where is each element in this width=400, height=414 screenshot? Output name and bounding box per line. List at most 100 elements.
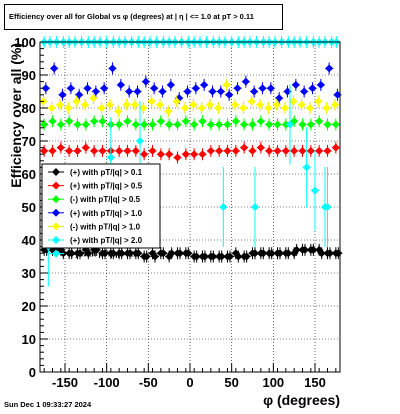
data-point	[265, 146, 274, 155]
data-point	[286, 120, 294, 129]
data-point	[134, 249, 143, 258]
data-point	[148, 120, 157, 129]
chart-title: Efficiency over all for Global vs φ (deg…	[4, 4, 283, 30]
data-point	[248, 146, 257, 155]
data-point	[40, 146, 49, 155]
data-point	[315, 117, 324, 126]
data-point	[223, 120, 232, 129]
data-point	[151, 252, 159, 261]
data-point	[108, 64, 117, 73]
data-point	[115, 146, 124, 155]
legend-label: (+) with pT/|q| > 1.0	[70, 209, 143, 218]
data-point	[259, 249, 268, 258]
data-point	[233, 84, 242, 93]
y-tick-label: 60	[22, 167, 36, 182]
legend-box	[41, 163, 161, 249]
data-point	[240, 120, 249, 129]
data-point	[201, 252, 209, 261]
data-point	[181, 150, 190, 159]
data-point	[231, 146, 240, 155]
data-point	[81, 100, 89, 109]
data-point	[265, 120, 274, 129]
data-point	[142, 252, 151, 261]
data-point	[298, 120, 307, 129]
data-point	[290, 146, 299, 155]
data-point	[225, 90, 234, 99]
data-point	[247, 97, 256, 106]
data-point	[167, 249, 176, 258]
data-point	[123, 117, 132, 126]
data-point	[83, 84, 92, 93]
axes: 0 10 20 30 40 50 60 70 80 90 100 -150 -100 -50 0 50 100 1…	[14, 35, 337, 390]
data-point	[65, 146, 74, 155]
data-point	[214, 104, 223, 112]
data-point	[300, 87, 309, 96]
data-point	[40, 120, 49, 129]
data-point	[191, 84, 200, 93]
data-point	[183, 87, 192, 96]
data-point	[190, 120, 199, 129]
x-tick-label: 0	[186, 375, 193, 390]
data-point	[317, 249, 326, 258]
data-point	[181, 104, 189, 112]
data-point	[98, 146, 107, 155]
data-point	[176, 249, 184, 258]
timestamp: Sun Dec 1 09:33:27 2024	[4, 400, 92, 409]
data-point	[173, 153, 182, 162]
x-tick-label: -100	[94, 375, 120, 390]
data-point	[148, 146, 157, 155]
data-point	[206, 100, 214, 109]
data-point	[298, 146, 307, 155]
data-point	[198, 150, 207, 159]
data-point	[67, 249, 76, 258]
data-point	[331, 120, 340, 129]
data-point	[284, 249, 293, 258]
data-point	[281, 120, 290, 129]
data-point	[251, 203, 259, 211]
data-point	[217, 252, 226, 261]
data-point	[223, 146, 232, 155]
data-point	[206, 120, 215, 129]
series-5	[41, 62, 342, 105]
y-axis-label: Efficiency over all (%)	[8, 43, 24, 188]
data-point	[231, 117, 240, 126]
data-point	[276, 249, 284, 258]
data-point	[331, 100, 339, 109]
data-point	[90, 146, 99, 155]
data-point	[316, 80, 325, 89]
data-point	[165, 150, 174, 159]
data-point	[311, 186, 319, 195]
x-tick-label: 100	[262, 375, 284, 390]
x-tick-label: -50	[139, 375, 158, 390]
series-6	[39, 78, 339, 118]
data-point	[81, 143, 90, 152]
legend-label: (+) with pT/|q| > 0.5	[70, 182, 143, 191]
data-point	[323, 120, 332, 129]
data-point	[141, 77, 150, 86]
data-point	[239, 104, 248, 112]
data-point	[140, 150, 149, 159]
legend-marker	[52, 222, 60, 231]
data-point	[73, 146, 82, 155]
data-point	[76, 249, 84, 258]
data-point	[158, 87, 167, 96]
data-point	[251, 249, 259, 258]
data-point	[106, 100, 114, 109]
legend-label: (+) with pT/|q| > 0.1	[70, 168, 143, 177]
data-point	[248, 120, 257, 129]
data-point	[150, 84, 159, 93]
data-point	[114, 107, 123, 116]
data-point	[267, 249, 276, 258]
data-point	[323, 146, 332, 155]
data-point	[65, 117, 74, 126]
data-point	[306, 104, 314, 112]
legend-label: (-) with pT/|q| > 2.0	[70, 250, 141, 259]
data-point	[50, 64, 59, 73]
data-point	[81, 120, 90, 129]
y-tick-label: 40	[22, 233, 36, 248]
data-point	[173, 120, 182, 129]
data-point	[222, 80, 231, 89]
data-point	[189, 100, 198, 109]
legend-marker	[52, 208, 60, 217]
